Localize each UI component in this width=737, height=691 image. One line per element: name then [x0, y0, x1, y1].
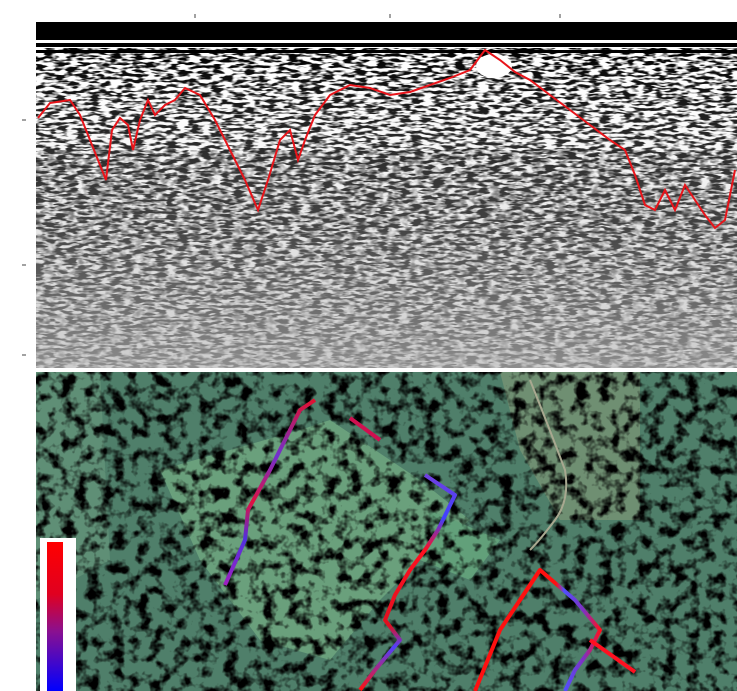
colorbar — [47, 542, 63, 691]
figure — [0, 0, 737, 691]
radargram — [22, 14, 737, 368]
air-wave-band — [36, 43, 737, 47]
forest-texture — [36, 372, 737, 691]
aerial-map — [36, 372, 737, 691]
air-wave-band — [36, 50, 737, 53]
air-wave-band — [36, 22, 737, 40]
radargram-fade — [36, 48, 737, 368]
